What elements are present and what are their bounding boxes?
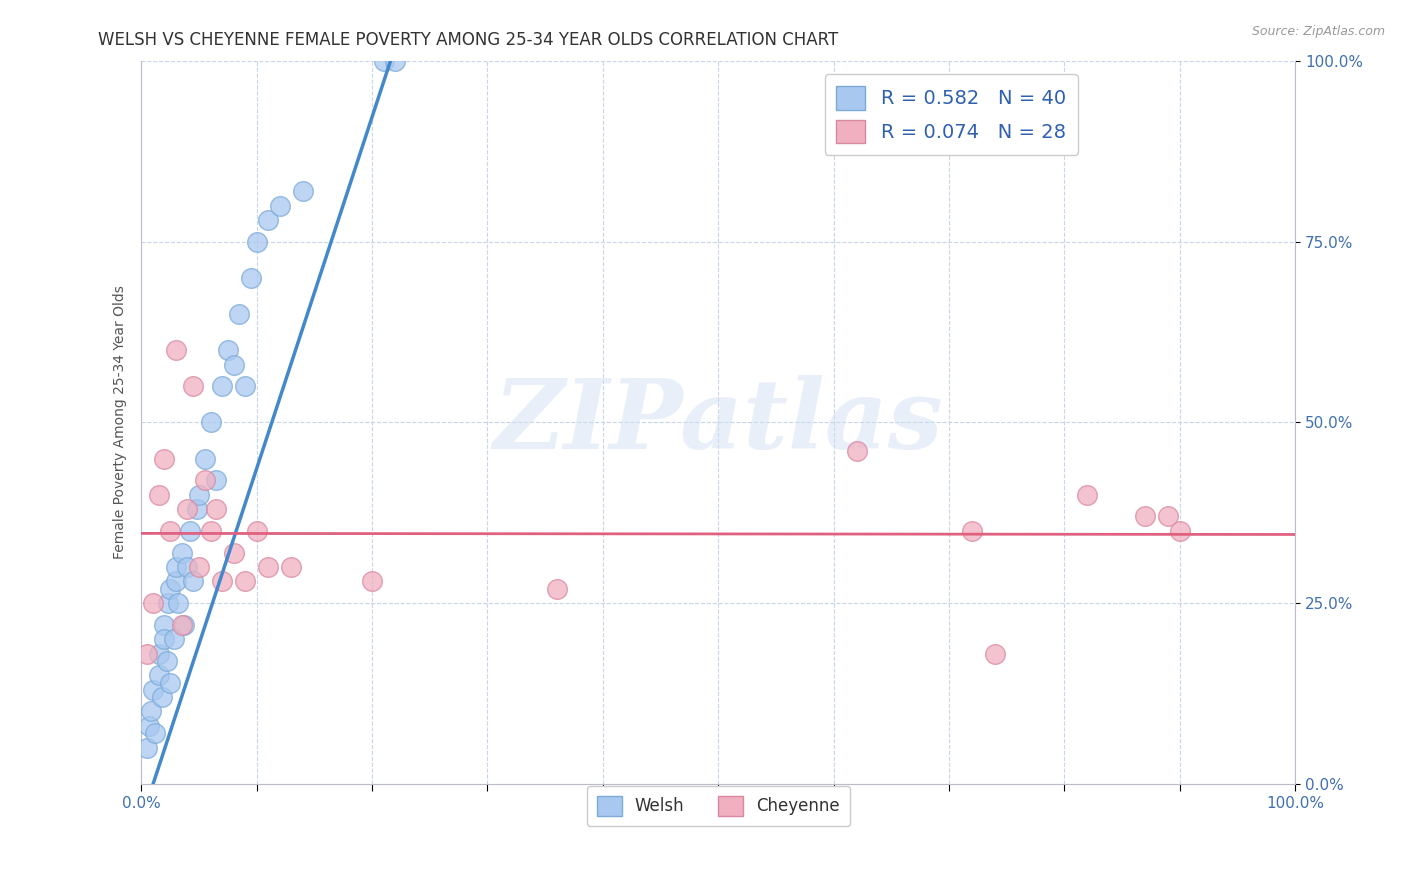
Point <box>257 560 280 574</box>
Point <box>200 524 222 538</box>
Point <box>1133 509 1156 524</box>
Text: WELSH VS CHEYENNE FEMALE POVERTY AMONG 25-34 YEAR OLDS CORRELATION CHART: WELSH VS CHEYENNE FEMALE POVERTY AMONG 2… <box>98 31 838 49</box>
Point <box>205 473 228 487</box>
Point <box>1076 488 1098 502</box>
Point <box>546 582 568 596</box>
Point <box>194 451 217 466</box>
Y-axis label: Female Poverty Among 25-34 Year Olds: Female Poverty Among 25-34 Year Olds <box>114 285 128 559</box>
Point <box>156 654 179 668</box>
Point <box>211 379 233 393</box>
Point <box>159 524 181 538</box>
Point <box>153 617 176 632</box>
Point <box>136 647 159 661</box>
Point <box>291 184 314 198</box>
Point <box>159 582 181 596</box>
Point <box>165 343 187 358</box>
Point <box>165 574 187 589</box>
Point <box>142 682 165 697</box>
Point <box>845 444 868 458</box>
Point <box>150 690 173 704</box>
Point <box>211 574 233 589</box>
Point <box>153 451 176 466</box>
Point <box>194 473 217 487</box>
Point <box>167 596 190 610</box>
Point <box>153 632 176 647</box>
Point <box>173 617 195 632</box>
Point <box>139 705 162 719</box>
Point <box>200 416 222 430</box>
Point <box>156 596 179 610</box>
Point <box>148 647 170 661</box>
Point <box>162 632 184 647</box>
Point <box>138 719 160 733</box>
Point <box>1168 524 1191 538</box>
Point <box>176 560 198 574</box>
Point <box>239 271 262 285</box>
Point <box>361 574 384 589</box>
Point <box>1157 509 1180 524</box>
Point <box>246 235 269 249</box>
Point <box>984 647 1007 661</box>
Point <box>257 213 280 227</box>
Point <box>186 502 208 516</box>
Point <box>246 524 269 538</box>
Point <box>176 502 198 516</box>
Point <box>179 524 201 538</box>
Point <box>228 307 250 321</box>
Point <box>384 54 406 69</box>
Point <box>181 574 204 589</box>
Legend: Welsh, Cheyenne: Welsh, Cheyenne <box>586 786 849 826</box>
Point <box>217 343 239 358</box>
Point <box>188 560 211 574</box>
Text: ZIPatlas: ZIPatlas <box>494 376 943 469</box>
Point <box>269 199 291 213</box>
Point <box>142 596 165 610</box>
Point <box>222 358 245 372</box>
Point <box>148 488 170 502</box>
Point <box>136 740 159 755</box>
Point <box>181 379 204 393</box>
Point <box>165 560 187 574</box>
Point <box>170 617 193 632</box>
Point <box>143 726 166 740</box>
Point <box>188 488 211 502</box>
Point <box>170 545 193 559</box>
Text: Source: ZipAtlas.com: Source: ZipAtlas.com <box>1251 25 1385 38</box>
Point <box>373 54 395 69</box>
Point <box>159 675 181 690</box>
Point <box>148 668 170 682</box>
Point <box>233 379 256 393</box>
Point <box>233 574 256 589</box>
Point <box>280 560 302 574</box>
Point <box>222 545 245 559</box>
Point <box>960 524 983 538</box>
Point <box>205 502 228 516</box>
